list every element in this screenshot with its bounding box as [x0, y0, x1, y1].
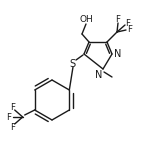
Text: F: F: [6, 112, 11, 122]
Text: N: N: [95, 70, 102, 80]
Text: F: F: [126, 18, 130, 27]
Text: F: F: [116, 15, 120, 24]
Text: F: F: [128, 26, 132, 34]
Text: N: N: [114, 49, 121, 59]
Text: F: F: [10, 123, 15, 132]
Text: OH: OH: [79, 15, 93, 24]
Text: F: F: [10, 102, 15, 111]
Text: S: S: [69, 59, 75, 69]
